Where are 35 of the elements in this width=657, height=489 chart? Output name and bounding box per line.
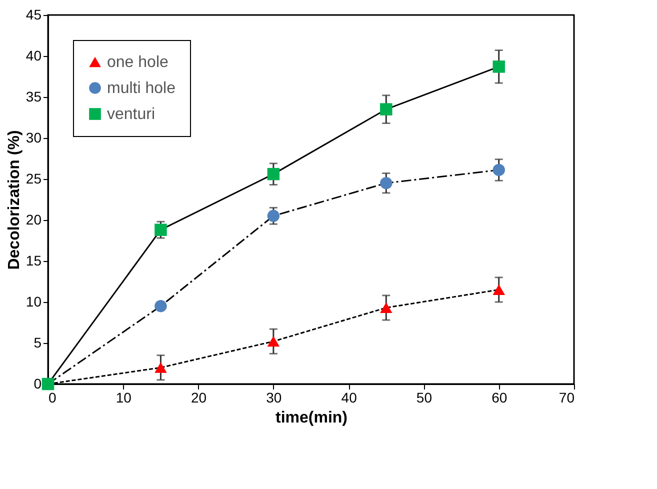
y-tick-label: 20 <box>26 212 42 228</box>
y-tick-label: 35 <box>26 88 42 104</box>
y-tick-label: 10 <box>26 294 42 310</box>
y-tick-label: 40 <box>26 48 42 64</box>
point <box>380 103 392 116</box>
point <box>380 176 392 190</box>
point <box>154 300 167 312</box>
y-tick-label: 30 <box>26 130 42 146</box>
x-tick-label: 50 <box>416 390 432 406</box>
x-tick-label: 20 <box>190 390 207 406</box>
x-tick-label: 70 <box>558 390 575 406</box>
x-axis-title: time(min) <box>276 410 348 426</box>
x-tick-label: 10 <box>116 390 132 406</box>
point <box>267 336 280 347</box>
y-tick-label: 15 <box>26 252 42 268</box>
x-tick-label: 0 <box>48 390 56 406</box>
point <box>492 60 505 73</box>
x-tick-label: 30 <box>266 390 282 406</box>
y-axis-title: Decolorization (%) <box>6 130 23 270</box>
y-tick-label: 0 <box>34 376 42 392</box>
y-tick-label: 45 <box>26 6 42 22</box>
y-tick-label: 25 <box>26 170 42 186</box>
point <box>154 362 167 373</box>
legend-label: venturi <box>107 106 156 123</box>
y-tick-label: 5 <box>34 334 42 350</box>
x-tick-label: 40 <box>341 390 358 406</box>
point <box>380 302 392 314</box>
x-tick-label: 60 <box>492 390 508 406</box>
point <box>492 164 505 176</box>
point <box>492 284 505 296</box>
point <box>267 210 280 222</box>
point <box>267 168 280 180</box>
legend-label: multi hole <box>107 80 176 97</box>
point <box>154 224 167 236</box>
legend-label: one hole <box>107 54 168 71</box>
